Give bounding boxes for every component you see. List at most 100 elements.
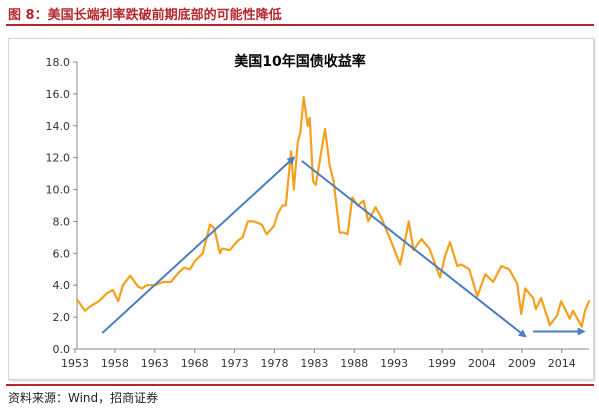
yield-data-point	[312, 180, 314, 183]
yield-data-point	[146, 284, 148, 287]
yield-data-point	[572, 309, 574, 312]
yield-data-point	[290, 150, 292, 153]
yield-data-point	[213, 227, 215, 229]
yield-data-point	[129, 274, 131, 277]
yield-data-point	[117, 300, 119, 303]
yield-data-point	[306, 125, 309, 127]
yield-data-point	[399, 263, 402, 266]
chart-axes: 0.0 2.0 4.0 6.0 8.0 10.0 12.0 14.0 16.0 18.0 1953 1…	[46, 56, 589, 370]
x-tick-label: 1953	[61, 357, 89, 370]
y-tick-label: 2.0	[53, 311, 71, 324]
yield-data-point	[484, 273, 487, 275]
yield-data-point	[468, 268, 471, 271]
yield-data-point	[362, 199, 365, 202]
yield-data-point	[229, 249, 231, 251]
yield-data-point	[568, 317, 571, 320]
x-tick-label: 1973	[221, 357, 249, 370]
x-tick-label: 1963	[141, 357, 169, 370]
yield-data-point	[261, 223, 263, 226]
yield-data-point	[177, 271, 180, 274]
yield-data-point	[532, 297, 534, 299]
x-tick-label: 1993	[380, 357, 408, 370]
yield-data-point	[564, 308, 566, 310]
yield-data-point	[332, 180, 335, 183]
yield-data-point	[524, 287, 526, 290]
yield-data-point	[221, 247, 223, 250]
x-tick-label: 1958	[101, 357, 129, 370]
yield-data-point	[351, 196, 354, 199]
yield-data-point	[520, 313, 522, 315]
yield-data-point	[374, 206, 377, 208]
y-tick-label: 4.0	[53, 279, 71, 292]
yield-data-point	[456, 265, 459, 267]
yield-data-point	[209, 223, 211, 226]
series-layer	[75, 95, 591, 328]
yield-data-point	[122, 284, 124, 287]
yield-data-point	[170, 281, 172, 283]
yield-data-point	[460, 263, 463, 266]
yield-data-point	[277, 212, 279, 215]
yield-data-point	[293, 188, 295, 191]
yield-data-point	[299, 131, 302, 133]
yield-data-point	[346, 233, 349, 235]
yield-data-point	[449, 241, 451, 243]
yield-data-point	[281, 204, 284, 207]
yield-data-point	[241, 236, 244, 239]
figure-title: 图 8：美国长端利率跌破前期底部的可能性降低	[8, 8, 282, 23]
yield-data-point	[90, 305, 92, 307]
yield-data-point	[428, 247, 431, 250]
yield-data-point	[308, 117, 311, 119]
yield-data-point	[219, 252, 221, 255]
yield-data-point	[508, 268, 511, 271]
yield-data-point	[237, 239, 239, 242]
yield-data-point	[556, 314, 558, 317]
yield-data-point	[380, 217, 383, 220]
yield-data-point	[588, 300, 590, 303]
x-tick-label: 1983	[300, 357, 328, 370]
trend-arrow	[101, 156, 296, 334]
y-tick-label: 0.0	[53, 343, 71, 356]
yield-data-point	[444, 254, 447, 256]
yield-data-point	[285, 204, 287, 207]
yield-data-point	[265, 233, 268, 235]
x-tick-label: 2009	[508, 357, 536, 370]
yield-data-point	[500, 265, 503, 267]
yield-data-point	[492, 281, 495, 283]
yield-data-point	[247, 220, 249, 223]
yield-data-point	[476, 295, 479, 298]
yield-data-point	[253, 220, 255, 223]
yield-data-point	[302, 96, 305, 98]
x-tick-label: 1968	[181, 357, 209, 370]
y-tick-label: 12.0	[46, 152, 71, 165]
yield-data-point	[408, 220, 410, 223]
yield-data-point	[338, 231, 341, 234]
yield-data-point	[549, 324, 551, 326]
yield-data-point	[439, 276, 441, 279]
y-tick-label: 16.0	[46, 88, 71, 101]
yield-data-point	[560, 300, 562, 303]
yield-data-point	[201, 252, 204, 255]
header-divider	[6, 24, 594, 26]
yield-data-point	[535, 308, 537, 310]
y-tick-label: 8.0	[53, 215, 71, 228]
yield-data-point	[76, 298, 78, 301]
x-tick-label: 2014	[548, 357, 576, 370]
yield-data-point	[584, 309, 586, 312]
footer-divider	[6, 384, 594, 386]
yield-data-point	[580, 325, 583, 328]
yield-series-line	[75, 95, 591, 328]
yield-data-point	[162, 281, 164, 283]
yield-data-point	[516, 282, 518, 285]
yield-data-point	[328, 164, 331, 167]
yield-data-point	[84, 309, 86, 312]
yield-data-point	[342, 231, 345, 234]
yield-data-point	[297, 140, 299, 143]
yield-data-point	[141, 287, 143, 290]
yield-data-point	[273, 225, 275, 227]
source-note: 资料来源：Wind，招商证券	[8, 391, 159, 405]
x-tick-label: 2004	[468, 357, 496, 370]
yield-data-point	[420, 238, 423, 240]
yield-data-point	[112, 289, 114, 291]
chart-title: 美国10年国债收益率	[234, 53, 365, 70]
chart-panel	[8, 38, 594, 380]
